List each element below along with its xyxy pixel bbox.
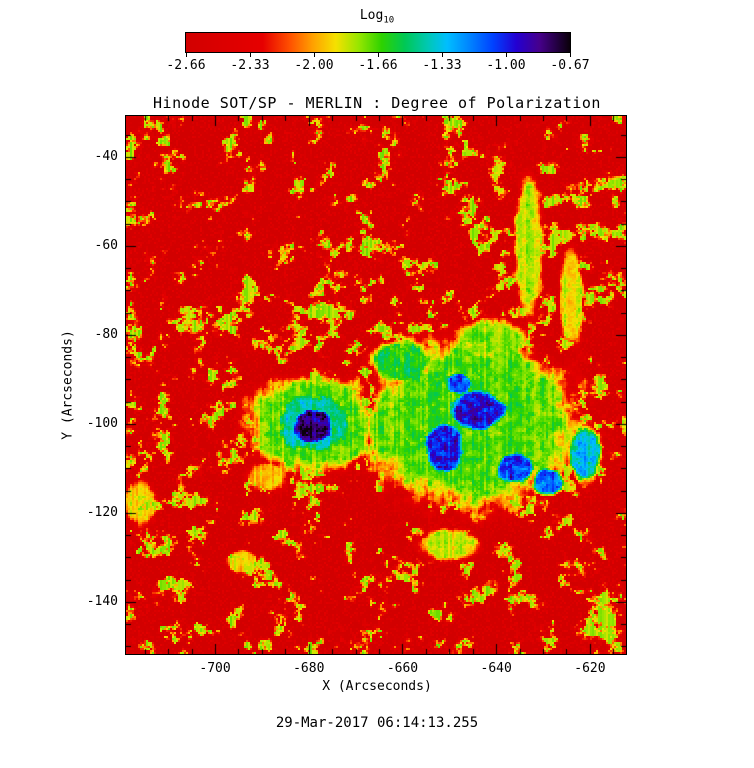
colorbar-tick-label: -0.67 bbox=[550, 58, 590, 73]
colorbar-tick-label: -1.00 bbox=[486, 58, 526, 73]
colorbar-tick-mark bbox=[378, 53, 379, 57]
colorbar-tick-label: -1.66 bbox=[358, 58, 398, 73]
x-tick-label: -660 bbox=[386, 661, 419, 676]
y-tick-label: -40 bbox=[94, 148, 118, 164]
y-axis-label: Y (Arcseconds) bbox=[60, 330, 76, 440]
colorbar-tick-mark bbox=[506, 53, 507, 57]
timestamp: 29-Mar-2017 06:14:13.255 bbox=[275, 715, 479, 731]
colorbar-tick-mark bbox=[250, 53, 251, 57]
x-axis-label: X (Arcseconds) bbox=[322, 679, 432, 694]
colorbar-tick-label: -2.33 bbox=[230, 58, 270, 73]
colorbar bbox=[185, 32, 571, 53]
colorbar-tick-label: -2.66 bbox=[166, 58, 206, 73]
colorbar-tick-label: -2.00 bbox=[294, 58, 334, 73]
colorbar-title-subscript: 10 bbox=[383, 15, 395, 26]
colorbar-title-text: Log bbox=[359, 8, 384, 23]
x-tick-label: -640 bbox=[480, 661, 512, 676]
colorbar-tick-label: -1.33 bbox=[422, 58, 462, 73]
y-tick-label: -120 bbox=[86, 504, 118, 520]
y-tick-label: -140 bbox=[86, 593, 118, 609]
plot-area bbox=[125, 115, 627, 655]
x-tick-label: -620 bbox=[574, 661, 606, 676]
x-tick-label: -700 bbox=[199, 661, 231, 676]
colorbar-title: Log10 bbox=[0, 8, 754, 26]
x-tick-label: -680 bbox=[293, 661, 325, 676]
colorbar-tick-mark bbox=[570, 53, 571, 57]
colorbar-tick-mark bbox=[314, 53, 315, 57]
colorbar-tick-mark bbox=[442, 53, 443, 57]
y-tick-label: -80 bbox=[94, 326, 118, 342]
y-tick-label: -100 bbox=[86, 415, 118, 431]
axes-ticks-canvas bbox=[126, 116, 626, 654]
colorbar-tick-mark bbox=[186, 53, 187, 57]
y-tick-label: -60 bbox=[94, 237, 118, 253]
chart-title: Hinode SOT/SP - MERLIN : Degree of Polar… bbox=[153, 94, 601, 112]
